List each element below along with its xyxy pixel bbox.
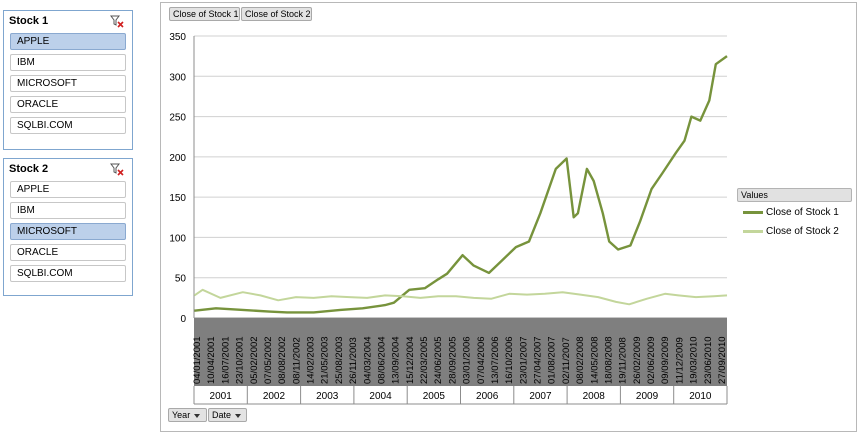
clear-filter-icon[interactable] [110, 14, 124, 28]
slicer-item-apple[interactable]: APPLE [10, 181, 126, 198]
slicer-item-microsoft[interactable]: MICROSOFT [10, 223, 126, 240]
slicer-item-oracle[interactable]: ORACLE [10, 96, 126, 113]
legend-title[interactable]: Values [737, 188, 852, 202]
axis-field-button-date[interactable]: Date [208, 408, 247, 422]
axis-field-label: Date [212, 410, 232, 420]
legend-entry-stock-2: Close of Stock 2 [743, 226, 839, 238]
value-field-button[interactable]: Close of Stock 1 [169, 7, 240, 21]
dropdown-arrow-icon [194, 413, 201, 418]
slicer-title: Stock 2 [9, 163, 49, 175]
slicer-item-microsoft[interactable]: MICROSOFT [10, 75, 126, 92]
axis-field-button-year[interactable]: Year [168, 408, 207, 422]
clear-filter-icon[interactable] [110, 162, 124, 176]
slicer-stock-2: Stock 2 APPLE IBM MICROSOFT ORACLE SQLBI… [3, 158, 133, 296]
slicer-header: Stock 1 [4, 11, 132, 33]
dropdown-arrow-icon [235, 413, 242, 418]
slicer-item-sqlbi[interactable]: SQLBI.COM [10, 265, 126, 282]
slicer-item-oracle[interactable]: ORACLE [10, 244, 126, 261]
legend-label: Close of Stock 1 [766, 207, 839, 218]
axis-field-label: Year [172, 410, 191, 420]
legend-swatch [743, 210, 763, 214]
slicer-header: Stock 2 [4, 159, 132, 181]
legend-swatch [743, 229, 763, 233]
slicer-item-apple[interactable]: APPLE [10, 33, 126, 50]
legend-label: Close of Stock 2 [766, 226, 839, 237]
value-field-button[interactable]: Close of Stock 2 [241, 7, 312, 21]
slicer-item-ibm[interactable]: IBM [10, 202, 126, 219]
legend-entry-stock-1: Close of Stock 1 [743, 207, 839, 219]
slicer-stock-1: Stock 1 APPLE IBM MICROSOFT ORACLE SQLBI… [3, 10, 133, 150]
slicer-title: Stock 1 [9, 15, 49, 27]
slicer-item-sqlbi[interactable]: SQLBI.COM [10, 117, 126, 134]
slicer-item-ibm[interactable]: IBM [10, 54, 126, 71]
